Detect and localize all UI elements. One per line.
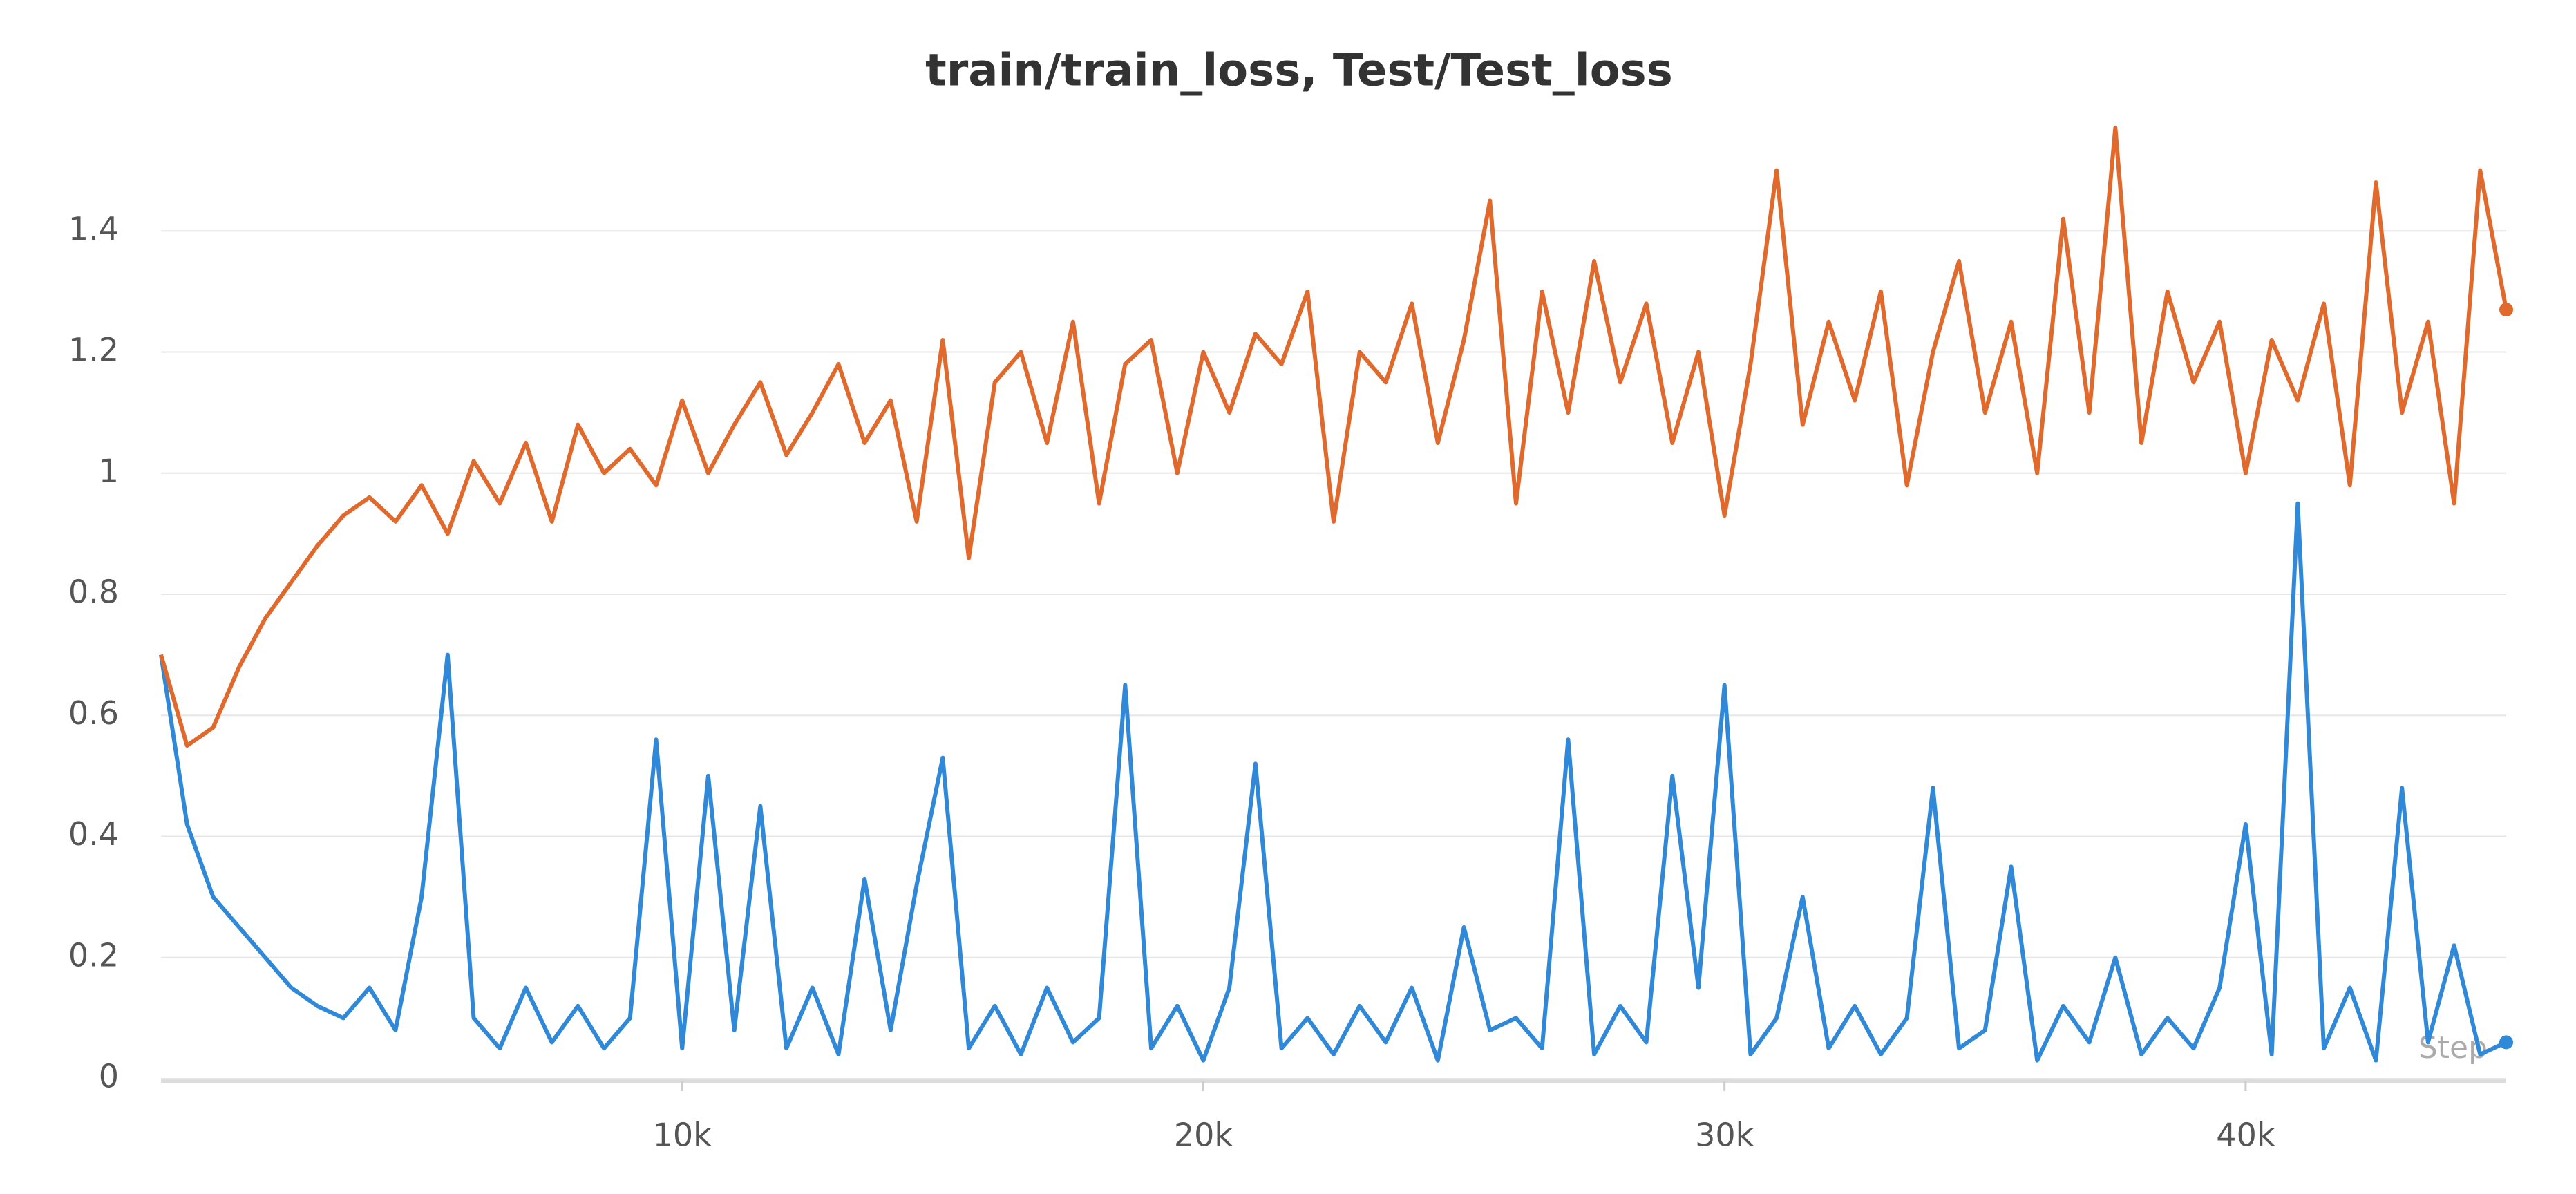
y-tick-label: 0.8 (68, 574, 119, 611)
y-tick-label: 0.2 (68, 936, 119, 974)
x-tick-label: 30k (1695, 1117, 1754, 1154)
series-end-dot (2499, 303, 2513, 317)
y-tick-label: 1.2 (68, 331, 119, 368)
y-tick-label: 0.4 (68, 815, 119, 853)
x-tick-label: 10k (653, 1117, 712, 1154)
series-line (159, 126, 2508, 748)
y-tick-label: 0 (99, 1058, 119, 1095)
y-tick-label: 0.6 (68, 694, 119, 732)
x-tick-label: 40k (2216, 1117, 2275, 1154)
series-line (159, 501, 2508, 1063)
y-tick-label: 1.4 (68, 210, 119, 247)
x-tick-label: 20k (1174, 1117, 1233, 1154)
series-end-dot (2499, 1035, 2513, 1050)
y-tick-label: 1 (99, 452, 119, 489)
chart-title: train/train_loss, Test/Test_loss (925, 46, 1673, 97)
